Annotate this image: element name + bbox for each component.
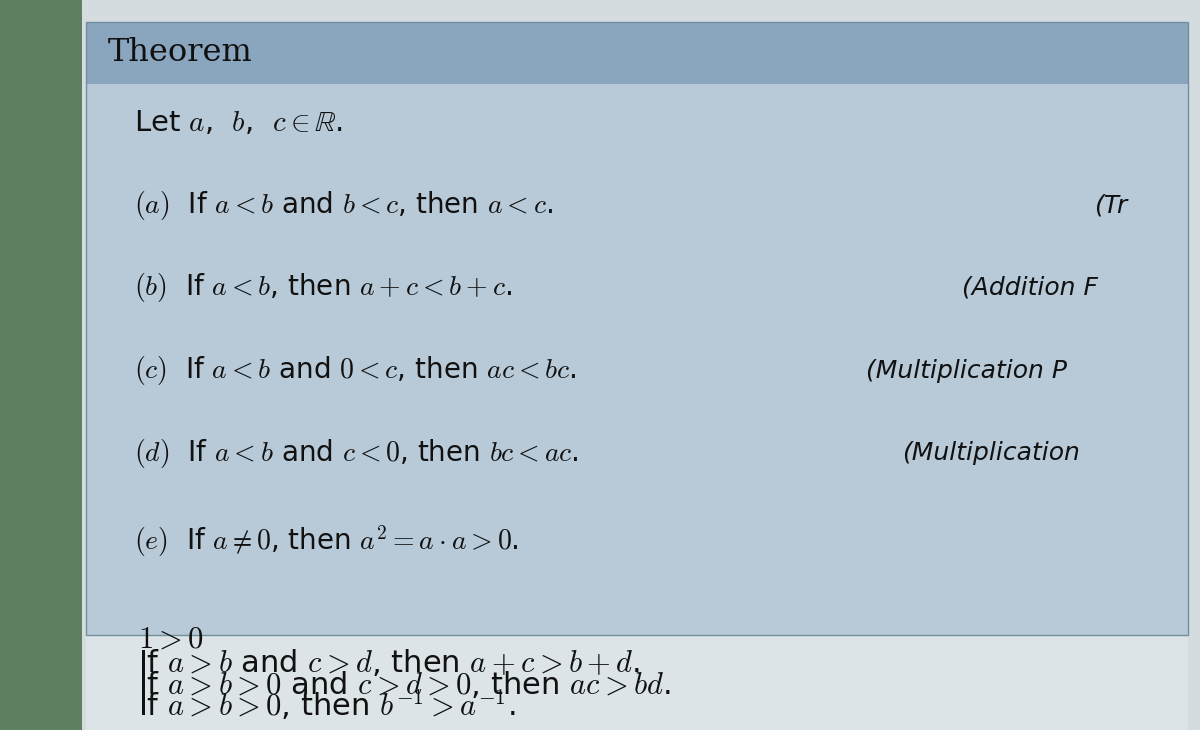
Text: (Tr: (Tr: [1094, 193, 1128, 218]
Text: (Addition F: (Addition F: [962, 276, 1098, 300]
Text: Let $a$,  $b$,  $c \in \mathbb{R}$.: Let $a$, $b$, $c \in \mathbb{R}$.: [134, 109, 343, 137]
Text: $(c)$  If $a < b$ and $0 < c$, then $ac < bc$.: $(c)$ If $a < b$ and $0 < c$, then $ac <…: [134, 354, 577, 387]
Text: $1 > 0$: $1 > 0$: [138, 624, 204, 653]
Text: (Multiplication P: (Multiplication P: [866, 358, 1068, 383]
Text: g: g: [90, 649, 107, 677]
Text: (Multiplication: (Multiplication: [902, 441, 1080, 465]
Text: If $a > b > 0$, then $b^{-1} > a^{-1}$.: If $a > b > 0$, then $b^{-1} > a^{-1}$.: [138, 687, 516, 722]
Text: $(b)$  If $a < b$, then $a + c < b + c$.: $(b)$ If $a < b$, then $a + c < b + c$.: [134, 272, 512, 304]
Text: If $a > b > 0$ and $c > d > 0$, then $ac > bd$.: If $a > b > 0$ and $c > d > 0$, then $ac…: [138, 669, 671, 700]
Text: f: f: [94, 625, 103, 653]
Text: $(a)$  If $a < b$ and $b < c$, then $a < c$.: $(a)$ If $a < b$ and $b < c$, then $a < …: [134, 188, 553, 222]
Text: $(e)$  If $a \neq 0$, then $a^2 = a \cdot a > 0$.: $(e)$ If $a \neq 0$, then $a^2 = a \cdot…: [134, 523, 520, 559]
Text: h: h: [90, 671, 107, 699]
Text: i: i: [95, 691, 102, 718]
Text: Theorem: Theorem: [108, 37, 253, 69]
Text: $(d)$  If $a < b$ and $c < 0$, then $bc < ac$.: $(d)$ If $a < b$ and $c < 0$, then $bc <…: [134, 437, 580, 469]
Text: If $a > b$ and $c > d$, then $a + c > b + d$.: If $a > b$ and $c > d$, then $a + c > b …: [138, 648, 640, 678]
